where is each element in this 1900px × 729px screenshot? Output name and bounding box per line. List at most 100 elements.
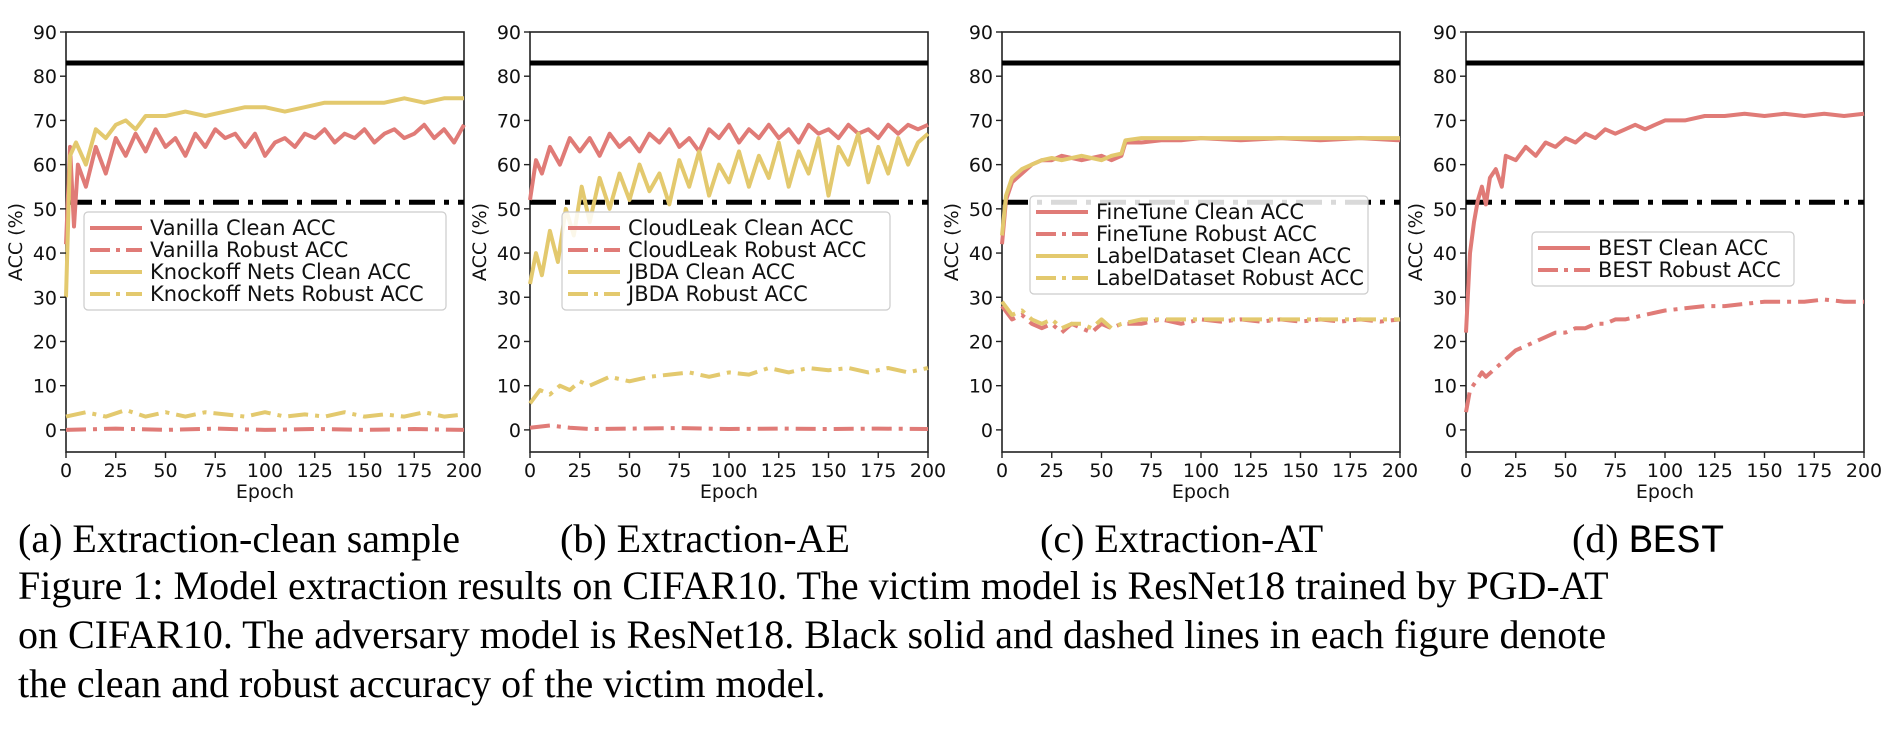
subcaption-a-text: Extraction-clean sample	[72, 516, 461, 561]
x-tick-label-c-5: 125	[1233, 460, 1269, 482]
subcaption-d-label: (d)	[1572, 516, 1619, 561]
y-tick-label-c-2: 20	[969, 331, 993, 353]
y-tick-label-d-0: 0	[1445, 420, 1457, 442]
y-tick-label-d-6: 60	[1433, 155, 1457, 177]
subcaption-c-label: (c)	[1040, 516, 1085, 561]
series-line-a-0	[64, 122, 466, 245]
legend-box-c	[1029, 195, 1369, 295]
y-tick-label-a-1: 10	[33, 376, 57, 398]
y-tick-label-a-3: 30	[33, 287, 57, 309]
subcaption-a-label: (a)	[18, 516, 63, 561]
x-axis-label-a: Epoch	[236, 481, 294, 503]
legend-label-a-3: Knockoff Nets Robust ACC	[150, 282, 424, 306]
y-tick-label-c-4: 40	[969, 243, 993, 265]
x-tick-label-a-3: 75	[203, 460, 227, 482]
series-line-a-2	[64, 96, 464, 298]
x-tick-label-b-2: 50	[617, 460, 641, 482]
y-tick-label-a-8: 80	[33, 66, 57, 88]
series-line-c-2	[1000, 136, 1400, 236]
x-tick-label-a-1: 25	[104, 460, 128, 482]
x-tick-label-c-0: 0	[996, 460, 1008, 482]
legend-label-c-3: LabelDataset Robust ACC	[1096, 266, 1364, 290]
y-tick-label-c-5: 50	[969, 199, 993, 221]
y-tick-label-d-7: 70	[1433, 110, 1457, 132]
x-tick-label-c-8: 200	[1382, 460, 1418, 482]
subcaption-b-text: Extraction-AE	[616, 516, 850, 561]
y-tick-label-a-7: 70	[33, 110, 57, 132]
y-tick-label-a-5: 50	[33, 199, 57, 221]
legend-label-c-1: FineTune Robust ACC	[1096, 222, 1317, 246]
y-tick-label-b-7: 70	[497, 110, 521, 132]
legend-label-a-2: Knockoff Nets Clean ACC	[150, 260, 411, 284]
legend-box-d	[1531, 231, 1795, 287]
x-axis-label-c: Epoch	[1172, 481, 1230, 503]
legend-label-b-3: JBDA Robust ACC	[626, 282, 808, 306]
x-tick-label-c-3: 75	[1139, 460, 1163, 482]
x-tick-label-b-6: 150	[810, 460, 846, 482]
panel-c: 0 25 50 75 100 125 150 175 200 0 10 20 30 40 50 60 70 80 9…	[941, 22, 1418, 503]
y-tick-label-b-1: 10	[497, 376, 521, 398]
x-tick-label-a-5: 125	[297, 460, 333, 482]
x-tick-label-a-0: 0	[60, 460, 72, 482]
legend-box-b	[561, 211, 891, 311]
x-tick-label-d-2: 50	[1553, 460, 1577, 482]
y-tick-label-c-8: 80	[969, 66, 993, 88]
x-tick-label-d-6: 150	[1746, 460, 1782, 482]
legend-label-d-1: BEST Robust ACC	[1598, 258, 1781, 282]
x-tick-label-c-6: 150	[1282, 460, 1318, 482]
y-tick-label-d-3: 30	[1433, 287, 1457, 309]
x-tick-label-b-7: 175	[860, 460, 896, 482]
series-line-a-1	[65, 426, 465, 432]
y-tick-label-c-9: 90	[969, 22, 993, 44]
legend-box-a	[83, 211, 447, 311]
x-tick-label-c-7: 175	[1332, 460, 1368, 482]
legend-label-b-0: CloudLeak Clean ACC	[628, 216, 854, 240]
series-line-d-1	[1464, 297, 1864, 413]
y-tick-label-b-8: 80	[497, 66, 521, 88]
x-axis-label-d: Epoch	[1636, 481, 1694, 503]
y-tick-label-d-1: 10	[1433, 376, 1457, 398]
series-line-a-3	[65, 408, 465, 419]
series-line-b-0	[528, 122, 929, 201]
legend-label-d-0: BEST Clean ACC	[1598, 236, 1768, 260]
x-tick-label-c-2: 50	[1089, 460, 1113, 482]
figure-caption-line-1: Figure 1: Model extraction results on CI…	[18, 563, 1609, 608]
y-tick-label-b-5: 50	[497, 199, 521, 221]
legend-label-c-0: FineTune Clean ACC	[1096, 200, 1304, 224]
y-tick-label-d-2: 20	[1433, 331, 1457, 353]
y-tick-label-b-6: 60	[497, 155, 521, 177]
x-tick-label-d-4: 100	[1647, 460, 1683, 482]
y-tick-label-c-3: 30	[969, 287, 993, 309]
y-tick-label-c-7: 70	[969, 110, 993, 132]
subcaption-d: (d) BEST	[1572, 515, 1725, 565]
series-line-c-3	[1000, 300, 1400, 331]
y-axis-label-c: ACC (%)	[941, 203, 963, 281]
y-axis-label-d: ACC (%)	[1405, 203, 1427, 281]
legend-label-b-1: CloudLeak Robust ACC	[628, 238, 866, 262]
legend-label-a-1: Vanilla Robust ACC	[150, 238, 348, 262]
y-axis-label-b: ACC (%)	[469, 203, 491, 281]
legend-label-a-0: Vanilla Clean ACC	[150, 216, 336, 240]
y-tick-label-b-0: 0	[509, 420, 521, 442]
x-tick-label-a-4: 100	[247, 460, 283, 482]
y-tick-label-b-3: 30	[497, 287, 521, 309]
x-tick-label-d-8: 200	[1846, 460, 1882, 482]
x-tick-label-a-2: 50	[153, 460, 177, 482]
panel-d: 0 25 50 75 100 125 150 175 200 0 10 20 30 40 50 60 70 80 9…	[1405, 22, 1882, 503]
y-tick-label-d-5: 50	[1433, 199, 1457, 221]
x-tick-label-d-0: 0	[1460, 460, 1472, 482]
x-tick-label-a-8: 200	[446, 460, 482, 482]
legend-label-c-2: LabelDataset Clean ACC	[1096, 244, 1351, 268]
x-tick-label-d-1: 25	[1504, 460, 1528, 482]
x-tick-label-b-4: 100	[711, 460, 747, 482]
series-line-c-1	[1000, 304, 1401, 335]
figure-caption-line-2: on CIFAR10. The adversary model is ResNe…	[18, 612, 1607, 657]
y-tick-label-a-0: 0	[45, 420, 57, 442]
panel-a: 0 25 50 75 100 125 150 175 200 0 10 20 30 40 50 60 70 80 9…	[5, 22, 482, 503]
subcaption-d-text: BEST	[1628, 520, 1725, 565]
y-tick-label-a-4: 40	[33, 243, 57, 265]
x-axis-label-b: Epoch	[700, 481, 758, 503]
x-tick-label-a-6: 150	[346, 460, 382, 482]
x-tick-label-b-0: 0	[524, 460, 536, 482]
x-tick-label-b-5: 125	[761, 460, 797, 482]
